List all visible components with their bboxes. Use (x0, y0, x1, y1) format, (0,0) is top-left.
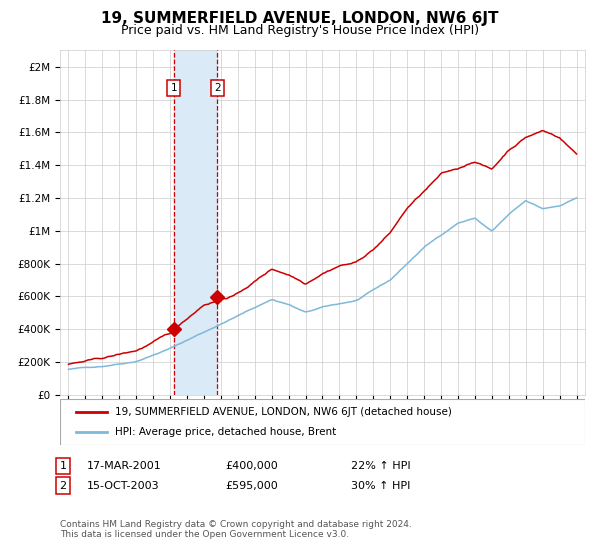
Text: £595,000: £595,000 (225, 480, 278, 491)
Text: 19, SUMMERFIELD AVENUE, LONDON, NW6 6JT: 19, SUMMERFIELD AVENUE, LONDON, NW6 6JT (101, 11, 499, 26)
Text: 30% ↑ HPI: 30% ↑ HPI (351, 480, 410, 491)
Text: HPI: Average price, detached house, Brent: HPI: Average price, detached house, Bren… (115, 427, 337, 437)
Text: 17-MAR-2001: 17-MAR-2001 (87, 461, 162, 471)
Text: 15-OCT-2003: 15-OCT-2003 (87, 480, 160, 491)
Text: Contains HM Land Registry data © Crown copyright and database right 2024.
This d: Contains HM Land Registry data © Crown c… (60, 520, 412, 539)
Text: 2: 2 (214, 83, 221, 93)
Text: £400,000: £400,000 (225, 461, 278, 471)
Text: 2: 2 (59, 480, 67, 491)
Text: 22% ↑ HPI: 22% ↑ HPI (351, 461, 410, 471)
Text: 19, SUMMERFIELD AVENUE, LONDON, NW6 6JT (detached house): 19, SUMMERFIELD AVENUE, LONDON, NW6 6JT … (115, 407, 452, 417)
Text: 1: 1 (170, 83, 177, 93)
Text: 1: 1 (59, 461, 67, 471)
Bar (173, 50, 217, 395)
Text: Price paid vs. HM Land Registry's House Price Index (HPI): Price paid vs. HM Land Registry's House … (121, 24, 479, 37)
FancyBboxPatch shape (60, 399, 585, 445)
